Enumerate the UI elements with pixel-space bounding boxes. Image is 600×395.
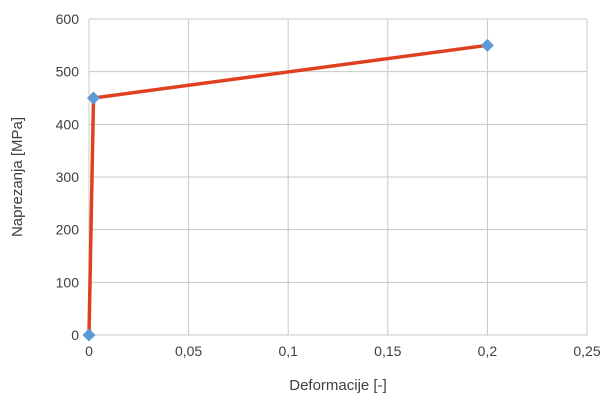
series-layer (82, 38, 494, 342)
x-tick-label: 0 (85, 343, 93, 359)
x-tick-label: 0,05 (175, 343, 202, 359)
y-tick-label: 0 (71, 327, 79, 343)
y-axis-label: Naprezanja [MPa] (9, 117, 26, 237)
y-axis-tick-labels: 0 100 200 300 400 500 600 (56, 11, 80, 343)
y-tick-label: 300 (56, 169, 80, 185)
y-tick-label: 500 (56, 64, 80, 80)
y-tick-label: 400 (56, 116, 80, 132)
x-tick-label: 0,1 (278, 343, 298, 359)
x-tick-label: 0,25 (573, 343, 600, 359)
x-tick-label: 0,15 (374, 343, 401, 359)
x-axis-tick-labels: 0 0,05 0,1 0,15 0,2 0,25 (85, 343, 600, 359)
y-tick-label: 200 (56, 222, 80, 238)
x-tick-label: 0,2 (478, 343, 498, 359)
y-gridlines (89, 18, 587, 336)
data-point-marker (82, 328, 96, 342)
y-tick-label: 600 (56, 11, 80, 27)
data-point-marker (86, 91, 100, 105)
data-point-marker (480, 38, 494, 52)
y-tick-label: 100 (56, 274, 80, 290)
x-axis-label: Deformacije [-] (289, 377, 387, 394)
